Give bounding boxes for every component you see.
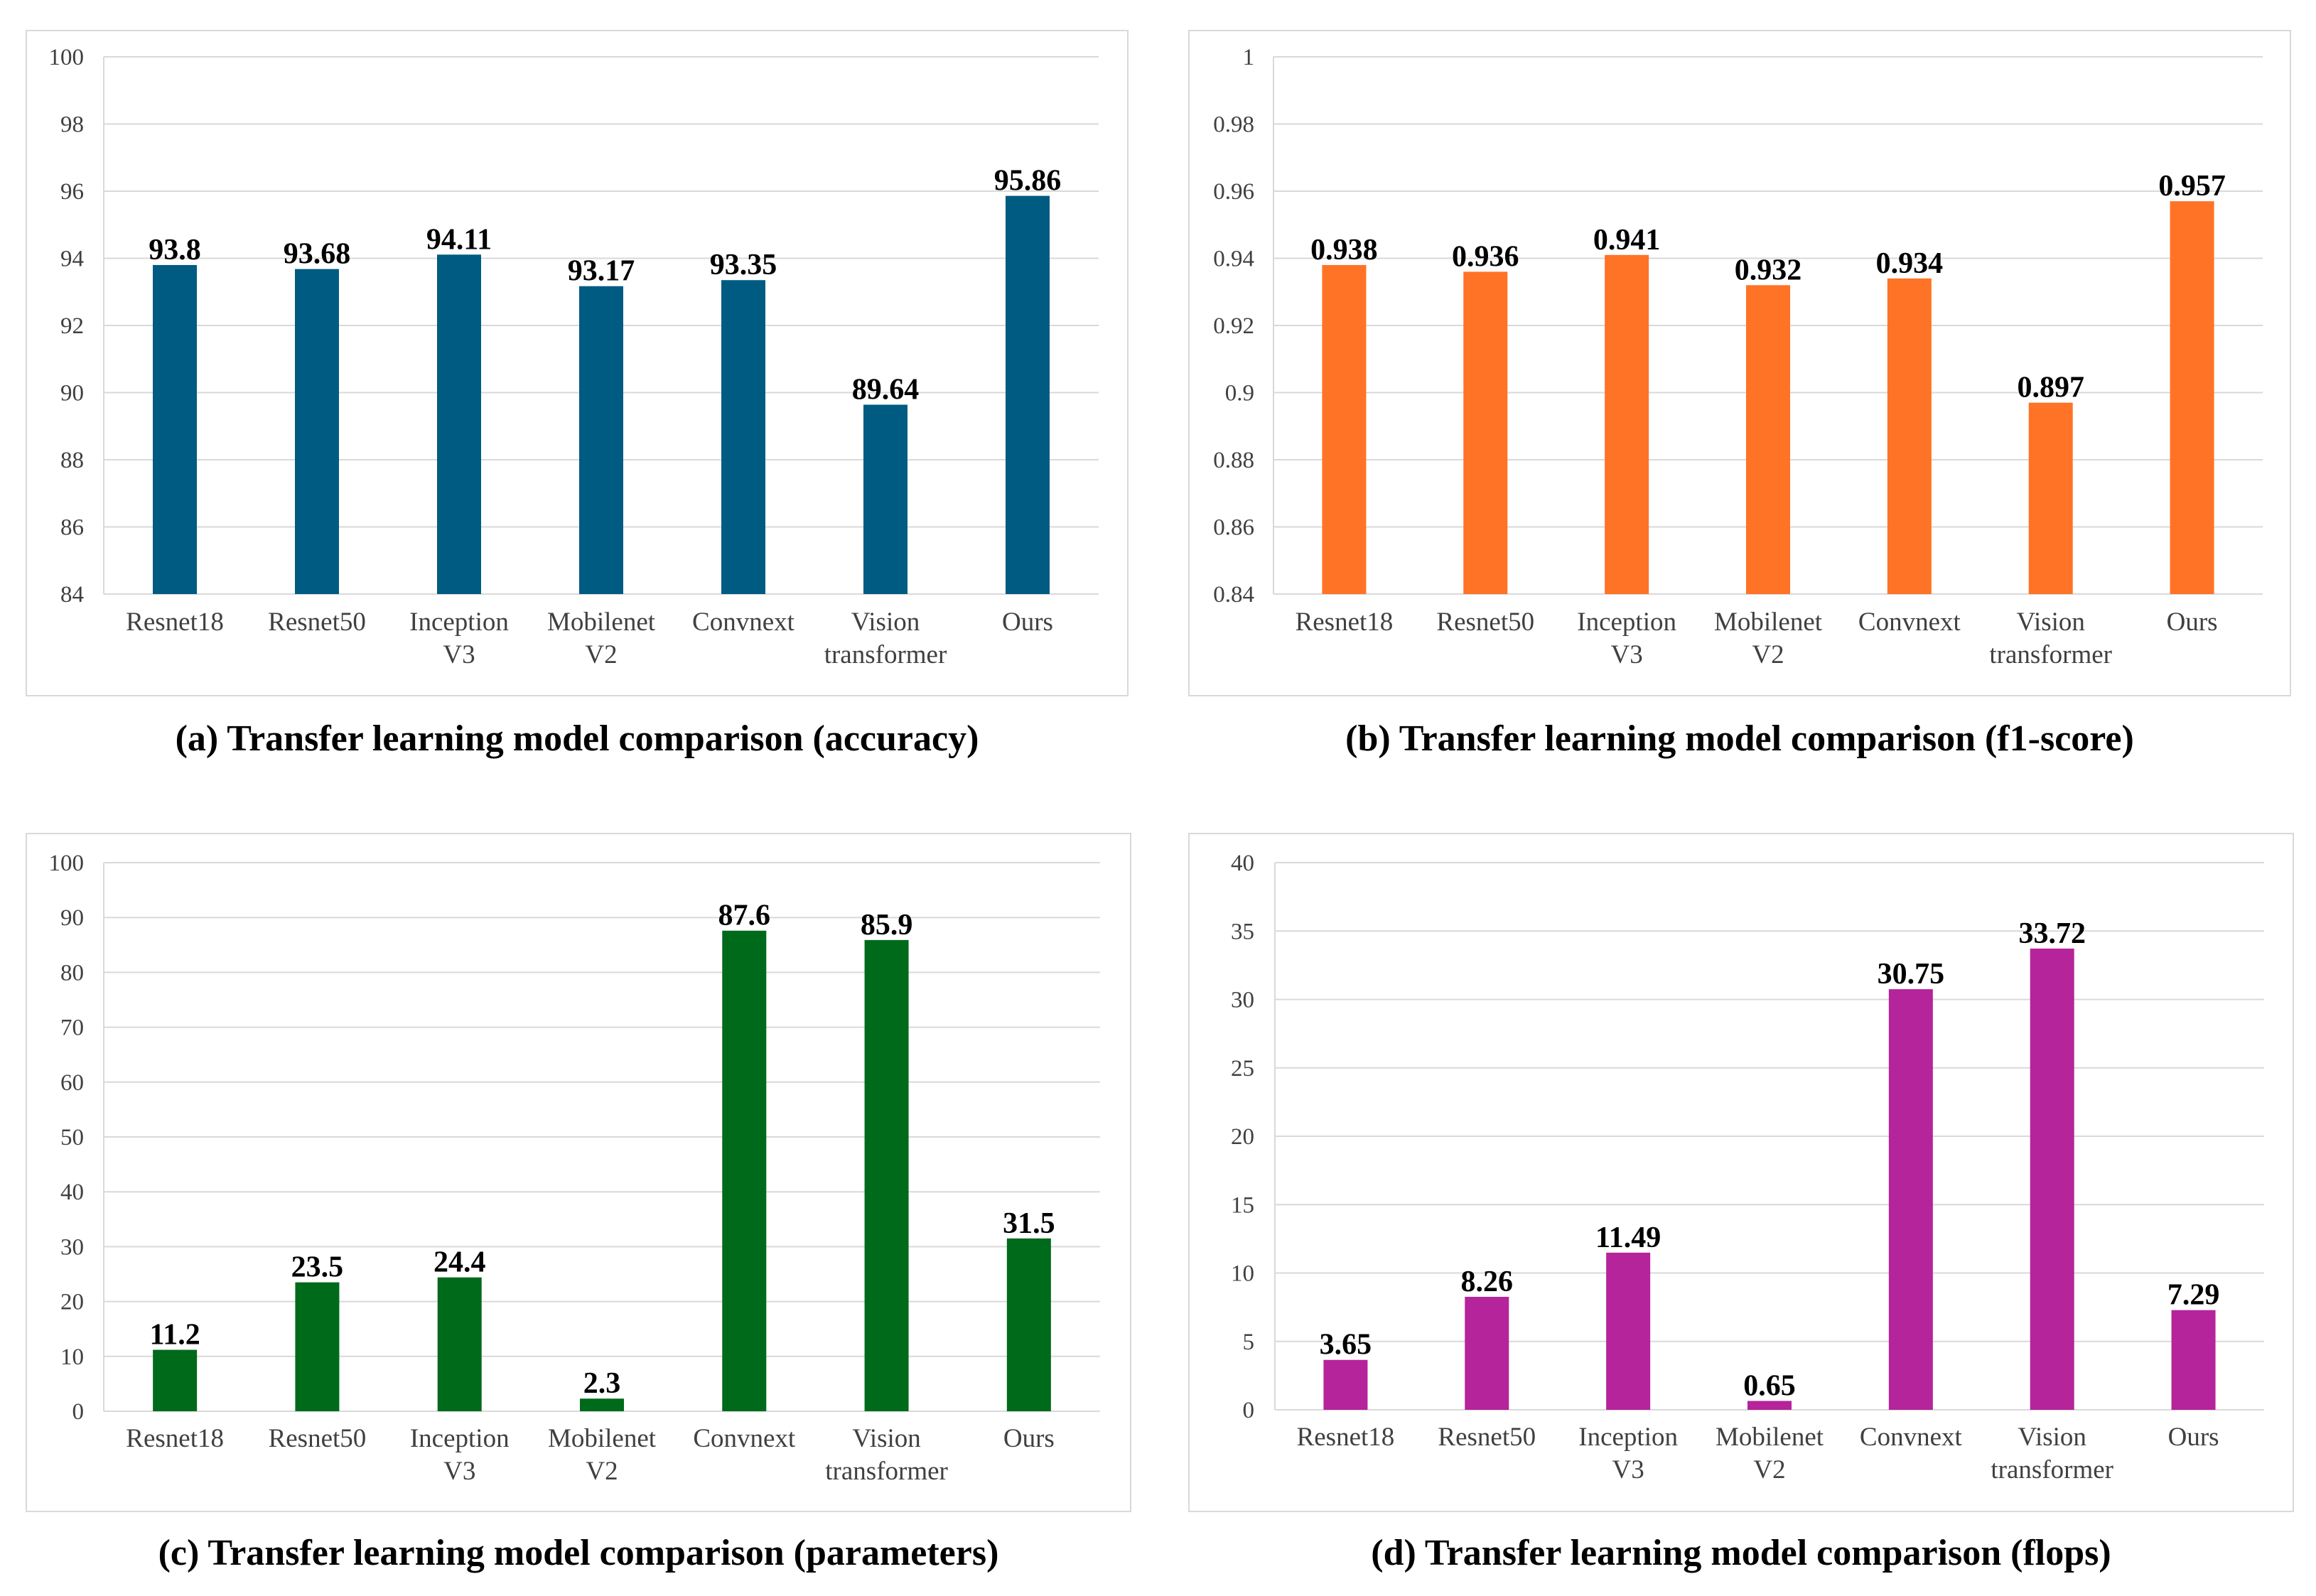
chart-panel-parameters [26, 833, 1131, 1512]
chart-panel-f1-score [1188, 30, 2291, 696]
chart-panel-flops [1188, 833, 2294, 1512]
chart-title-flops: (d) Transfer learning model comparison (… [1371, 1533, 2111, 1573]
chart-title-accuracy: (a) Transfer learning model comparison (… [175, 718, 979, 759]
chart-title-parameters: (c) Transfer learning model comparison (… [158, 1533, 999, 1573]
chart-title-f1-score: (b) Transfer learning model comparison (… [1345, 718, 2134, 759]
chart-panel-accuracy [26, 30, 1129, 696]
